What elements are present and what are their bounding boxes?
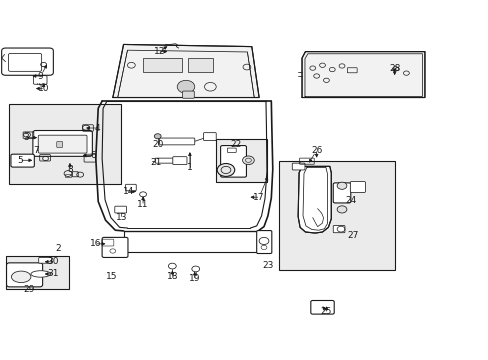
Bar — [43, 142, 58, 150]
Text: 15: 15 — [106, 271, 118, 280]
Text: 11: 11 — [137, 200, 148, 209]
Text: 7: 7 — [33, 146, 39, 155]
FancyBboxPatch shape — [310, 301, 333, 314]
Text: 26: 26 — [310, 146, 322, 155]
Polygon shape — [298, 166, 330, 233]
Bar — [63, 142, 78, 150]
FancyBboxPatch shape — [38, 135, 87, 153]
FancyBboxPatch shape — [332, 226, 344, 233]
Text: 10: 10 — [38, 84, 49, 93]
FancyBboxPatch shape — [349, 181, 365, 193]
Text: 12: 12 — [153, 47, 164, 56]
Text: 22: 22 — [230, 140, 241, 149]
Bar — [216, 139, 267, 182]
FancyBboxPatch shape — [1, 48, 53, 75]
FancyBboxPatch shape — [6, 263, 42, 287]
FancyBboxPatch shape — [182, 91, 194, 98]
Circle shape — [336, 206, 346, 213]
Text: 27: 27 — [346, 231, 358, 240]
Bar — [5, 256, 69, 289]
Text: 21: 21 — [150, 158, 161, 167]
FancyBboxPatch shape — [155, 158, 173, 163]
Ellipse shape — [11, 271, 31, 283]
FancyBboxPatch shape — [125, 184, 136, 191]
Circle shape — [102, 237, 112, 244]
Bar — [9, 104, 121, 184]
Ellipse shape — [31, 271, 50, 277]
Text: 5: 5 — [17, 156, 23, 165]
FancyBboxPatch shape — [256, 230, 271, 253]
Text: 19: 19 — [189, 274, 200, 283]
Text: 3: 3 — [23, 133, 29, 142]
Text: 16: 16 — [90, 239, 102, 248]
FancyBboxPatch shape — [220, 145, 246, 177]
Circle shape — [154, 134, 161, 139]
FancyBboxPatch shape — [172, 157, 186, 165]
Text: 1: 1 — [186, 163, 192, 172]
FancyBboxPatch shape — [33, 131, 92, 156]
Bar — [143, 58, 182, 72]
Text: 25: 25 — [320, 307, 331, 316]
Text: 13: 13 — [116, 213, 127, 222]
Text: 30: 30 — [47, 257, 59, 266]
Bar — [278, 161, 394, 270]
Polygon shape — [113, 44, 259, 98]
Text: 18: 18 — [166, 272, 178, 281]
Polygon shape — [302, 51, 424, 98]
FancyBboxPatch shape — [203, 133, 216, 140]
Text: 20: 20 — [152, 140, 163, 149]
Circle shape — [242, 156, 254, 165]
Text: 31: 31 — [47, 269, 59, 278]
Text: 9: 9 — [38, 72, 43, 81]
Text: 14: 14 — [122, 187, 134, 196]
FancyBboxPatch shape — [57, 141, 62, 147]
FancyBboxPatch shape — [159, 138, 194, 145]
Text: 28: 28 — [388, 64, 400, 73]
FancyBboxPatch shape — [332, 183, 350, 203]
FancyBboxPatch shape — [102, 237, 128, 257]
Circle shape — [177, 80, 194, 93]
Text: 6: 6 — [90, 151, 96, 160]
FancyBboxPatch shape — [39, 257, 51, 263]
Text: 8: 8 — [67, 166, 73, 175]
Circle shape — [336, 182, 346, 189]
Text: 4: 4 — [94, 123, 100, 132]
FancyBboxPatch shape — [292, 163, 305, 170]
Text: 29: 29 — [23, 285, 35, 294]
Bar — [188, 58, 212, 72]
Text: 2: 2 — [55, 244, 61, 253]
FancyBboxPatch shape — [11, 154, 34, 167]
FancyBboxPatch shape — [115, 206, 126, 213]
Circle shape — [217, 163, 234, 176]
Text: 17: 17 — [253, 193, 264, 202]
Text: 24: 24 — [345, 196, 356, 205]
Text: 23: 23 — [262, 261, 273, 270]
